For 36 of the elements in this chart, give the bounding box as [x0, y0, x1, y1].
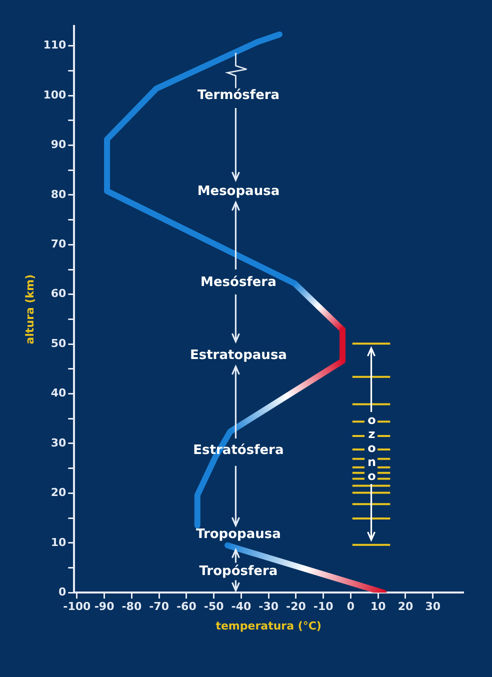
- annotation: Tropósfera: [198, 564, 279, 580]
- annotation: ozono: [364, 412, 379, 484]
- y-tick-label: 90: [50, 138, 67, 152]
- x-tick-label: -50: [204, 600, 224, 614]
- x-tick-label: -40: [231, 600, 252, 614]
- y-tick-label: 20: [50, 486, 67, 500]
- y-tick-label: 50: [50, 336, 67, 350]
- y-tick-label: 0: [58, 585, 67, 598]
- x-tick-label: -30: [258, 600, 279, 614]
- y-tick-label: 10: [50, 536, 67, 549]
- x-tick-label: 0: [346, 600, 355, 614]
- x-tick-label: -20: [286, 600, 306, 614]
- x-tick-label: -10: [313, 600, 334, 614]
- x-tick-label: -60: [176, 600, 197, 614]
- annotation: Estratósfera: [192, 442, 285, 459]
- annotation: Mesósfera: [200, 275, 278, 292]
- y-tick-label: 70: [50, 238, 67, 251]
- x-tick-label: -80: [122, 600, 142, 614]
- annotation: Termósfera: [196, 88, 281, 104]
- y-tick-label: 110: [43, 38, 66, 52]
- y-tick-label: 40: [50, 386, 67, 400]
- y-tick-label: 80: [50, 188, 67, 201]
- x-tick-label: -90: [94, 600, 115, 614]
- y-tick-label: 100: [43, 88, 66, 102]
- y-tick-label: 60: [50, 287, 67, 300]
- x-tick-label: 10: [370, 600, 386, 614]
- x-axis-title: temperatura (°C): [216, 619, 322, 632]
- annotation: Estratopausa: [188, 348, 288, 364]
- x-tick-label: -70: [149, 600, 170, 614]
- x-tick-label: 20: [398, 600, 414, 614]
- x-tick-label: -100: [63, 600, 92, 614]
- y-tick-label: 30: [50, 436, 67, 450]
- annotation: Tropopausa: [195, 527, 282, 544]
- annotation: Mesopausa: [196, 184, 281, 200]
- y-axis-title: altura (km): [23, 274, 36, 344]
- x-tick-label: 30: [425, 600, 441, 614]
